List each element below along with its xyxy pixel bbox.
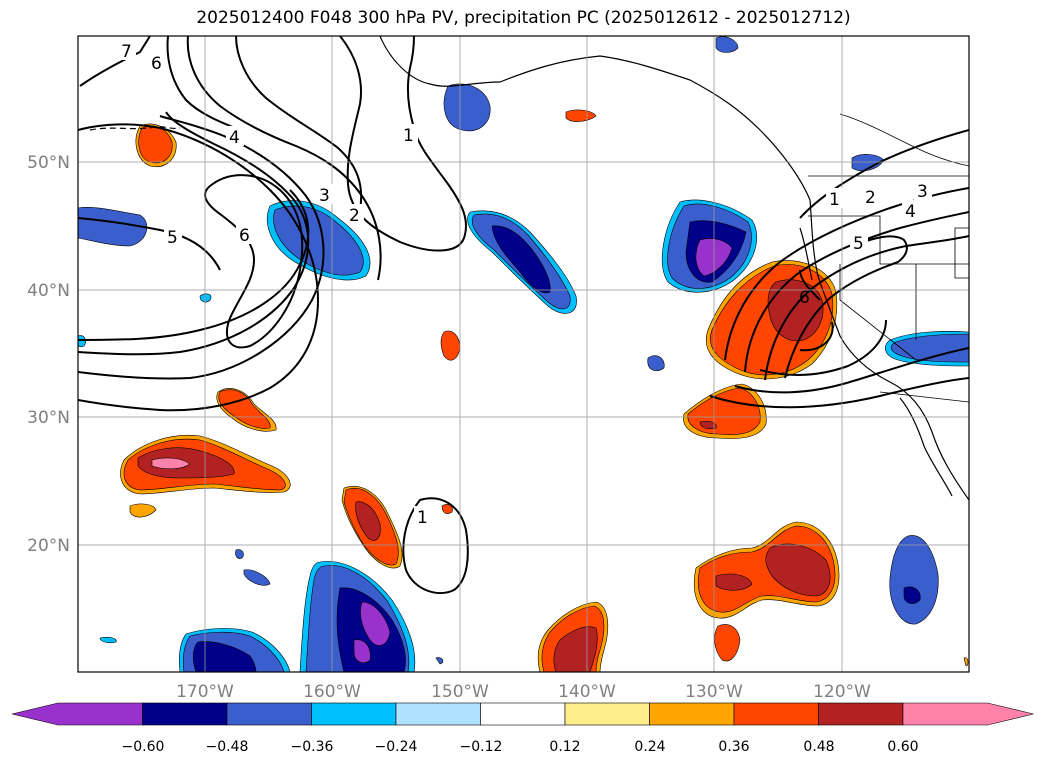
- colorbar-segment: [733, 702, 819, 726]
- lat-label-50n: 50°N: [27, 153, 70, 173]
- lat-tick-labels: 50°N 40°N 30°N 20°N: [27, 153, 70, 556]
- pv-label-1c: 1: [829, 190, 840, 210]
- state-borders: [808, 113, 969, 403]
- colorbar-label-8: 0.48: [803, 739, 834, 755]
- colorbar-segment: [226, 702, 312, 726]
- colorbar-label-0: −0.60: [122, 739, 165, 755]
- colorbar-segment: [395, 702, 481, 726]
- lat-label-40n: 40°N: [27, 281, 70, 301]
- pv-label-4: 4: [229, 128, 240, 148]
- lat-label-30n: 30°N: [27, 408, 70, 428]
- map-frame: [77, 35, 970, 673]
- colorbar-labels: −0.60 −0.48 −0.36 −0.24 −0.12 0.12 0.24 …: [122, 739, 919, 755]
- colorbar-label-7: 0.36: [718, 739, 749, 755]
- colorbar-segment: [480, 702, 566, 726]
- lon-label-120w: 120°W: [813, 682, 871, 702]
- pv-contours: [78, 36, 969, 595]
- pv-label-3a: 3: [319, 186, 330, 206]
- coastlines: [89, 36, 969, 501]
- pv-label-5a: 5: [167, 228, 178, 248]
- lon-label-170w: 170°W: [176, 682, 234, 702]
- colorbar-label-9: 0.60: [887, 739, 918, 755]
- colorbar-segment: [649, 702, 735, 726]
- colorbar-label-6: 0.24: [634, 739, 665, 755]
- colorbar: [11, 702, 1034, 726]
- colorbar-label-3: −0.24: [375, 739, 418, 755]
- lon-label-150w: 150°W: [431, 682, 489, 702]
- colorbar-segment: [564, 702, 650, 726]
- colorbar-label-5: 0.12: [549, 739, 580, 755]
- pv-label-3b: 3: [917, 182, 928, 202]
- colorbar-extend-min: [11, 702, 143, 726]
- lon-label-140w: 140°W: [558, 682, 616, 702]
- lon-tick-labels: 170°W 160°W 150°W 140°W 130°W 120°W: [176, 682, 871, 702]
- pv-label-4b: 4: [905, 202, 916, 222]
- pv-contour-labels: 7 6 4 5 6 3 2 1 1 1 2 3 4 5 6: [118, 40, 932, 528]
- pv-label-6a: 6: [151, 54, 162, 74]
- pv-label-2b: 2: [865, 188, 876, 208]
- pv-label-1b: 1: [417, 508, 428, 528]
- colorbar-label-2: −0.36: [291, 739, 334, 755]
- colorbar-segment: [311, 702, 397, 726]
- pv-label-6b: 6: [239, 226, 250, 246]
- colorbar-segment: [142, 702, 228, 726]
- colorbar-segment: [818, 702, 904, 726]
- pv-label-6c: 6: [799, 288, 810, 308]
- colorbar-label-4: −0.12: [460, 739, 503, 755]
- map-title: 2025012400 F048 300 hPa PV, precipitatio…: [196, 8, 851, 28]
- colorbar-extend-max: [902, 702, 1034, 726]
- graticule: [78, 36, 969, 672]
- pv-label-2a: 2: [349, 206, 360, 226]
- pv-label-7: 7: [121, 42, 132, 62]
- pv-label-1a: 1: [403, 126, 414, 146]
- lat-label-20n: 20°N: [27, 536, 70, 556]
- pv-label-5b: 5: [853, 234, 864, 254]
- lon-label-160w: 160°W: [303, 682, 361, 702]
- colorbar-label-1: −0.48: [206, 739, 249, 755]
- lon-label-130w: 130°W: [685, 682, 743, 702]
